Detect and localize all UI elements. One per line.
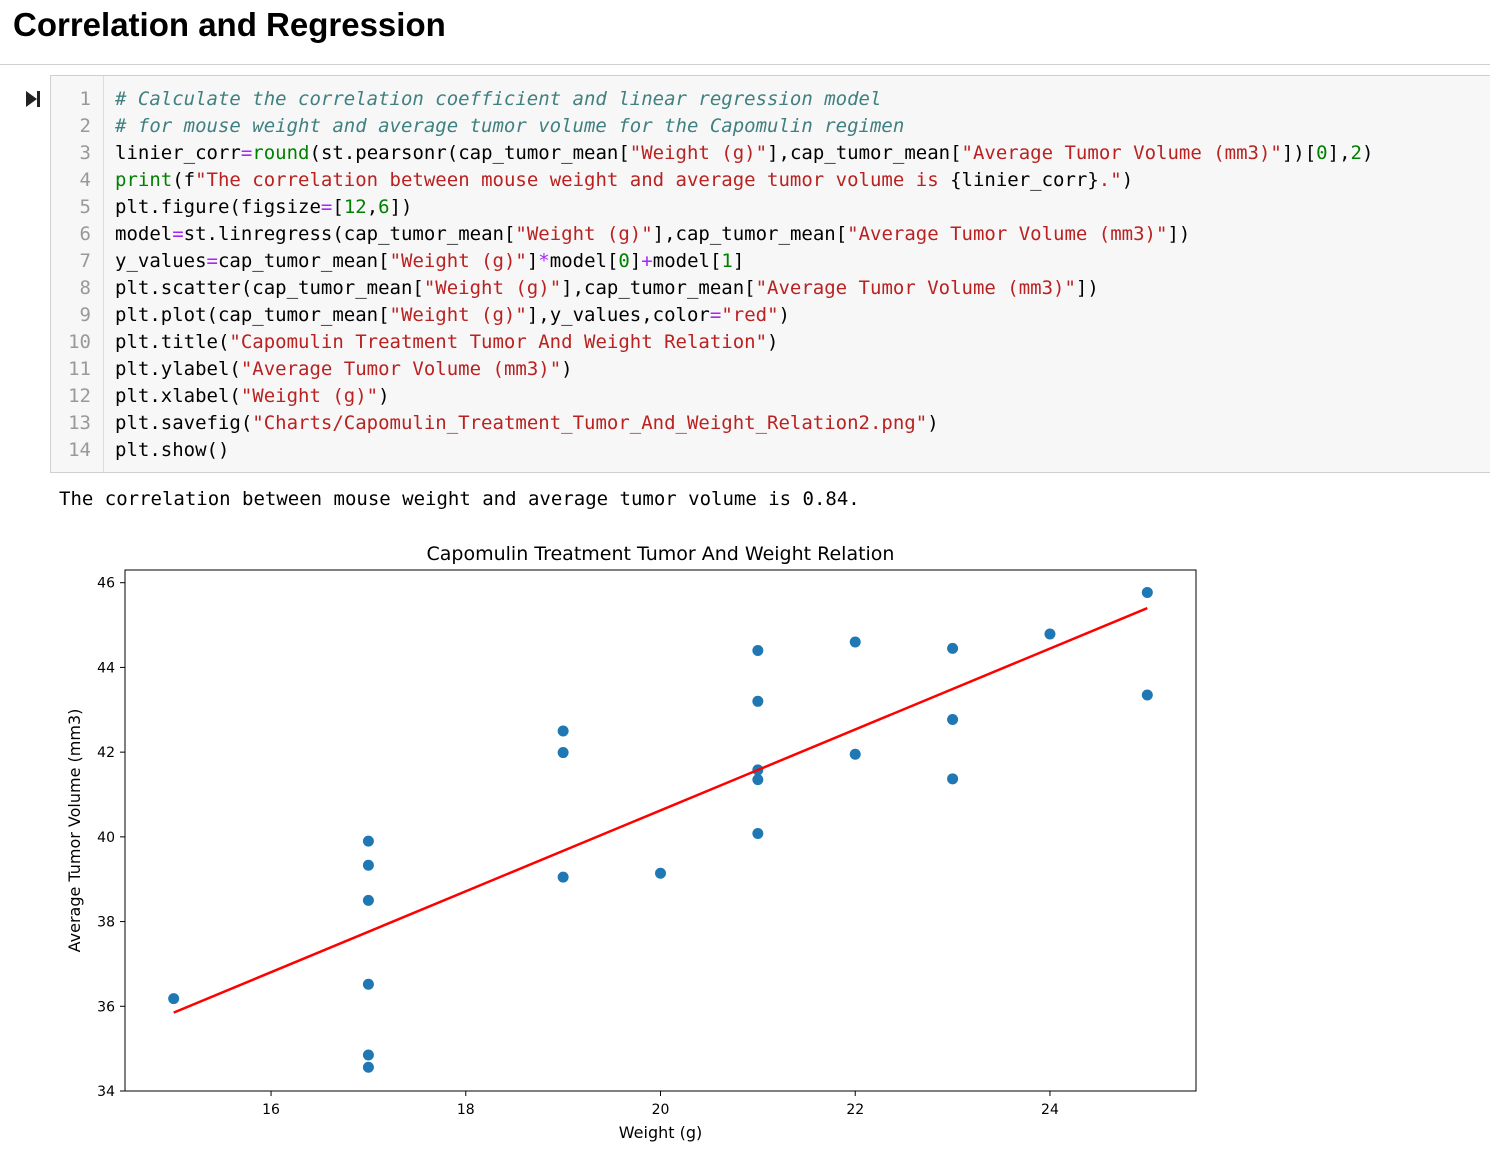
code-text: plt.title("Capomulin Treatment Tumor And… bbox=[115, 331, 779, 353]
code-text: plt.scatter(cap_tumor_mean["Weight (g)"]… bbox=[115, 277, 1099, 299]
data-point bbox=[947, 773, 959, 785]
x-tick-label: 18 bbox=[457, 1102, 475, 1118]
x-tick-label: 22 bbox=[846, 1102, 864, 1118]
y-tick-label: 34 bbox=[97, 1084, 115, 1100]
code-text: plt.xlabel("Weight (g)") bbox=[115, 385, 390, 407]
line-number: 9 bbox=[79, 304, 91, 326]
data-point bbox=[947, 642, 959, 654]
line-number: 1 bbox=[79, 88, 91, 110]
data-point bbox=[557, 747, 569, 759]
data-point bbox=[752, 827, 764, 839]
data-point bbox=[362, 978, 374, 990]
data-point bbox=[947, 714, 959, 726]
line-number: 14 bbox=[68, 439, 91, 461]
y-tick-label: 38 bbox=[97, 915, 115, 931]
line-number: 8 bbox=[79, 277, 91, 299]
code-text: print(f"The correlation between mouse we… bbox=[115, 169, 1134, 191]
data-point bbox=[752, 644, 764, 656]
divider bbox=[0, 64, 1490, 65]
data-point bbox=[362, 1061, 374, 1073]
line-number: 6 bbox=[79, 223, 91, 245]
line-number: 11 bbox=[68, 358, 91, 380]
run-cell-icon[interactable] bbox=[22, 88, 44, 110]
plot-area bbox=[124, 569, 1197, 1092]
data-point bbox=[557, 871, 569, 883]
data-point bbox=[168, 993, 180, 1005]
cell-output: The correlation between mouse weight and… bbox=[59, 488, 860, 510]
line-number: 4 bbox=[79, 169, 91, 191]
code-text: plt.show() bbox=[115, 439, 230, 461]
data-point bbox=[1141, 689, 1153, 701]
data-point bbox=[1044, 628, 1056, 640]
y-tick-label: 46 bbox=[97, 576, 115, 592]
chart-title: Capomulin Treatment Tumor And Weight Rel… bbox=[427, 543, 895, 565]
y-tick-label: 44 bbox=[97, 660, 115, 676]
data-point bbox=[849, 636, 861, 648]
data-point bbox=[752, 774, 764, 786]
line-number: 5 bbox=[79, 196, 91, 218]
data-point bbox=[557, 725, 569, 737]
code-text: # for mouse weight and average tumor vol… bbox=[115, 115, 905, 137]
x-axis-label: Weight (g) bbox=[619, 1123, 702, 1142]
x-tick-label: 24 bbox=[1041, 1102, 1059, 1118]
data-point bbox=[362, 859, 374, 871]
line-number: 10 bbox=[68, 331, 91, 353]
line-number: 3 bbox=[79, 142, 91, 164]
data-point bbox=[655, 867, 666, 879]
code-text: plt.savefig("Charts/Capomulin_Treatment_… bbox=[115, 412, 939, 434]
x-tick-label: 16 bbox=[262, 1102, 280, 1118]
line-number: 13 bbox=[68, 412, 91, 434]
code-text: # Calculate the correlation coefficient … bbox=[115, 88, 882, 110]
line-number: 2 bbox=[79, 115, 91, 137]
scatter-chart: Capomulin Treatment Tumor And Weight Rel… bbox=[65, 543, 1197, 1142]
line-number: 7 bbox=[79, 250, 91, 272]
regression-line bbox=[173, 606, 1148, 1014]
code-text: plt.plot(cap_tumor_mean["Weight (g)"],y_… bbox=[115, 304, 790, 326]
page-title: Correlation and Regression bbox=[13, 6, 446, 43]
code-text: plt.ylabel("Average Tumor Volume (mm3)") bbox=[115, 358, 573, 380]
x-tick-label: 20 bbox=[652, 1102, 670, 1118]
y-axis-label: Average Tumor Volume (mm3) bbox=[65, 709, 84, 953]
y-tick-label: 40 bbox=[97, 830, 115, 846]
code-cell[interactable]: 1 # Calculate the correlation coefficient… bbox=[50, 75, 1490, 473]
line-number: 12 bbox=[68, 385, 91, 407]
data-point bbox=[362, 894, 374, 906]
line-number-gutter bbox=[51, 76, 104, 472]
code-text: plt.figure(figsize=[12,6]) bbox=[115, 196, 413, 218]
y-tick-label: 36 bbox=[97, 999, 115, 1015]
data-point bbox=[849, 748, 861, 760]
data-point bbox=[752, 695, 764, 707]
y-tick-label: 42 bbox=[97, 745, 115, 761]
code-text: linier_corr=round(st.pearsonr(cap_tumor_… bbox=[115, 142, 1374, 164]
data-point bbox=[1141, 586, 1153, 598]
code-text: y_values=cap_tumor_mean["Weight (g)"]*mo… bbox=[115, 250, 745, 272]
code-text: model=st.linregress(cap_tumor_mean["Weig… bbox=[115, 223, 1191, 245]
data-point bbox=[362, 835, 374, 847]
data-point bbox=[362, 1049, 374, 1061]
